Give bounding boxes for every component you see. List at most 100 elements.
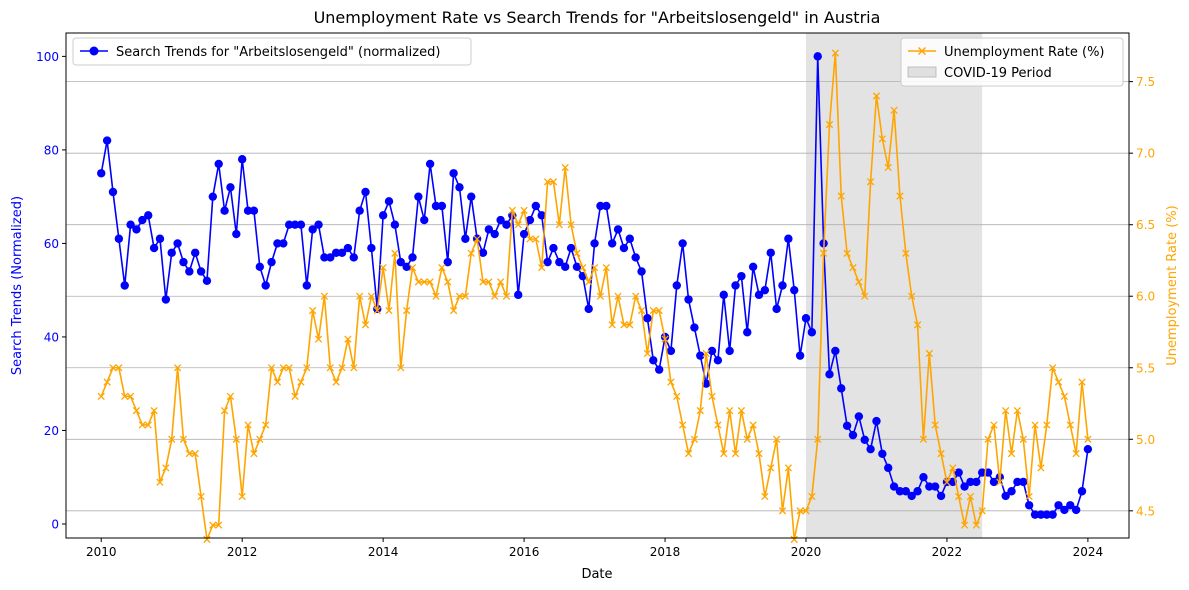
data-point [279,364,287,372]
data-point [866,444,875,454]
x-tick-label: 2020 [791,545,822,559]
data-point [156,478,164,486]
data-point [1066,421,1074,429]
data-point [1043,421,1051,429]
data-point [602,201,611,211]
y-right-tick-label: 4.5 [1136,504,1155,518]
data-point [378,211,388,220]
data-point [637,306,646,315]
data-point [179,435,188,443]
data-point [731,449,740,458]
data-point [854,412,864,421]
data-point [267,257,276,267]
data-point [831,49,840,57]
data-point [913,321,922,329]
data-point [138,215,147,225]
data-point [625,234,634,243]
data-point [326,364,334,372]
data-point [684,295,693,304]
y-right-tick-label: 7.0 [1136,147,1155,161]
data-point [350,364,358,372]
x-tick-label: 2016 [509,545,540,559]
data-point [919,473,928,482]
data-point [191,449,199,458]
data-point [649,356,658,365]
y-right-tick-label: 6.5 [1136,218,1155,232]
x-tick-label: 2012 [227,545,258,559]
data-point [396,257,405,267]
data-point [1025,492,1033,501]
data-point [397,364,405,372]
data-point [519,229,529,239]
data-point [972,477,981,487]
y-axis-left-label: Search Trends (Normalized) [10,196,25,375]
data-point [155,234,165,243]
data-point [185,449,193,458]
data-point [590,239,599,248]
data-point [1084,435,1092,443]
y-right-tick-label: 5.0 [1136,433,1155,447]
data-point [1031,421,1039,429]
data-point [637,267,646,276]
data-point [795,351,805,360]
data-point [937,449,945,458]
data-point [872,92,881,100]
data-point [720,449,728,458]
data-point [549,178,558,186]
data-point [1072,449,1080,458]
data-point [678,239,687,248]
data-point [185,267,194,276]
data-point [209,521,217,529]
data-point [461,292,470,300]
data-point [520,206,528,215]
data-point [855,278,863,286]
data-point [355,206,364,215]
data-point [502,292,511,300]
data-point [784,234,793,243]
data-point [232,435,240,443]
data-point [884,163,892,172]
data-point [214,159,223,169]
data-point [226,392,235,401]
data-point [555,221,563,229]
data-point [725,346,734,356]
data-point [485,278,493,286]
data-point [461,234,470,243]
data-point [361,187,370,197]
data-point [444,278,452,286]
data-point [714,421,722,429]
data-point [237,155,247,164]
data-point [1030,510,1040,519]
data-point [1037,464,1045,472]
data-point [173,239,182,248]
data-point [584,304,593,314]
data-point [114,234,124,243]
data-point [984,435,992,443]
data-point [344,335,352,343]
data-point [279,239,288,248]
data-point [1071,505,1081,515]
x-axis-label: Date [581,567,612,582]
data-point [343,243,353,253]
data-point [308,225,317,234]
data-point [349,253,358,262]
data-point [778,281,787,290]
data-point [614,292,622,300]
y-left-tick-label: 20 [44,424,59,438]
data-point [848,430,858,440]
y-left-tick-label: 80 [44,143,59,157]
data-point [173,364,182,372]
data-point [801,314,811,323]
y-right-tick-label: 6.0 [1136,290,1155,304]
data-point [532,235,540,243]
data-point [696,351,705,360]
data-point [97,392,105,401]
data-point [256,435,264,443]
data-point [431,201,441,211]
legend-unemployment: Unemployment Rate (%) COVID-19 Period [900,37,1124,87]
data-point [808,492,816,501]
data-point [561,163,569,172]
data-point [719,290,728,300]
data-point [102,136,112,145]
data-point [473,235,481,243]
